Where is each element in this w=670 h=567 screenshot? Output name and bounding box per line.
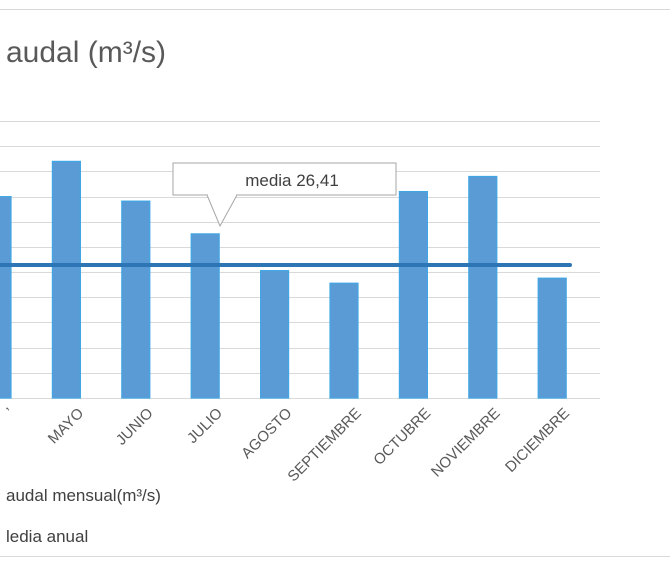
mean-callout: media 26,41 (172, 162, 397, 228)
x-tick-label: NOVIEMBRE (428, 405, 504, 481)
mean-callout-label: media 26,41 (245, 171, 339, 190)
bar-agosto (260, 270, 290, 399)
bar-octubre (398, 190, 428, 399)
chart-title: audal (m³/s) (6, 36, 167, 69)
mean-callout-pointer (206, 194, 238, 228)
bar-series (0, 160, 572, 399)
x-tick-label: OCTUBRE (370, 405, 434, 469)
x-tick-label: ’ (3, 405, 17, 419)
chart-top-border (0, 9, 670, 10)
legend-mean-label: ledia anual (6, 527, 89, 546)
bar-septiembre (329, 282, 359, 399)
x-tick-label: SEPTIEMBRE (284, 405, 364, 485)
legend-series-label: audal mensual(m³/s) (6, 486, 161, 505)
x-tick-label: JUNIO (113, 405, 157, 449)
bar-junio (121, 200, 151, 399)
bar-noviembre (468, 175, 498, 399)
bar-mayo (51, 160, 82, 399)
gridlines (0, 121, 600, 399)
x-tick-label: DICIEMBRE (502, 405, 573, 476)
x-tick-label: JULIO (184, 405, 226, 447)
bar-julio (190, 233, 220, 399)
mean-callout-box (172, 162, 397, 196)
x-tick-label: AGOSTO (238, 405, 295, 462)
chart-bottom-border (0, 556, 670, 557)
bar-diciembre (537, 277, 567, 399)
bar-’ (0, 196, 12, 399)
x-tick-label: MAYO (45, 405, 87, 447)
